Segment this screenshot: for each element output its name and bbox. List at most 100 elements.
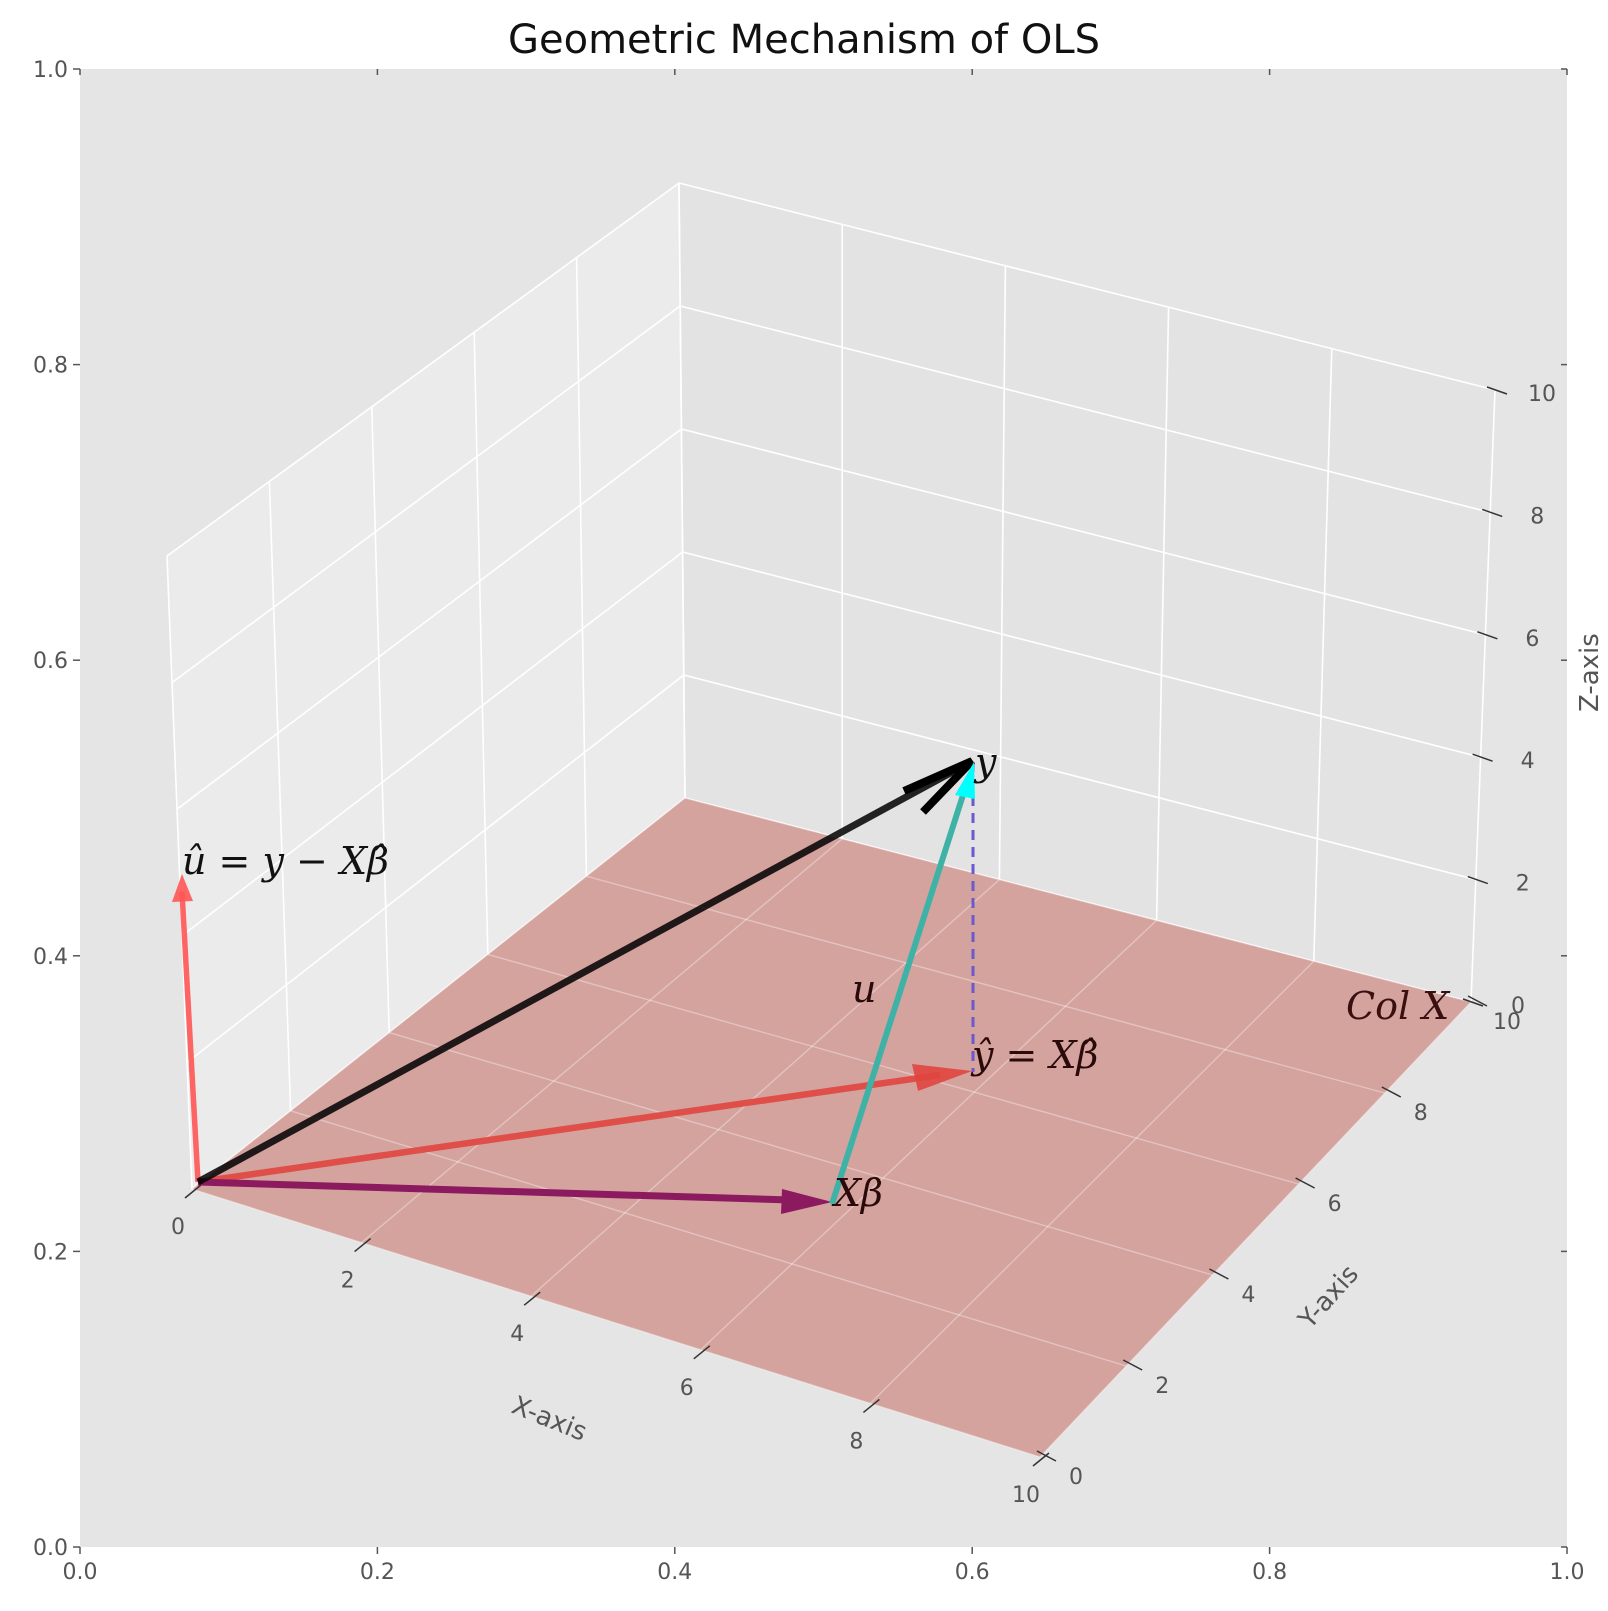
y3d-tick-mark [1295,1177,1315,1189]
y3d-tick-mark [1381,1086,1402,1098]
label-x-beta: Xβ [831,1171,883,1215]
y-tick-label: 0.2 [33,1240,68,1265]
y-tick-label: 0.8 [33,354,68,379]
label-y-hat: ŷ = Xβ̂ [970,1033,1099,1077]
grid-line [1470,389,1496,1003]
plane-grid-line [487,953,1299,1185]
u-vector [829,762,975,1205]
grid-line [575,257,588,877]
x-tick-label: 0.4 [657,1560,692,1585]
grid-line [166,182,680,557]
grid-line [268,481,292,1111]
label-col-x: Col X [1346,984,1451,1028]
plane-grid-line [586,875,1385,1094]
y-vector [196,757,975,1186]
y3d-tick-mark [1209,1268,1229,1280]
z-axis-label: Z-axis [1575,633,1605,712]
x3d-tick-mark [523,1291,541,1306]
grid-line [166,555,193,1190]
z3d-tick-label: 8 [1530,504,1544,529]
y3d-tick-label: 2 [1155,1374,1169,1399]
z3d-tick-mark [1486,386,1508,395]
grid-line [171,305,681,684]
z3d-tick-mark [1462,998,1484,1007]
grid-line [371,406,390,1033]
grid-line [1155,307,1170,921]
plane-grid-line [290,1110,1127,1367]
back-pane [679,183,1495,1002]
plane-grid-line [684,797,1472,1003]
z3d-tick-mark [1477,631,1498,640]
z3d-tick-mark [1472,753,1493,762]
x3d-tick-mark [184,1184,202,1199]
z3d-tick-label: 10 [1528,382,1556,407]
y3d-tick-label: 10 [1493,1010,1521,1035]
z3d-tick-mark [1481,508,1503,518]
y-hat-vector [197,1064,972,1186]
x3d-tick-label: 2 [341,1269,355,1294]
x-tick-label: 0.8 [1252,1560,1287,1585]
plane-grid-line [530,879,1000,1297]
grid-3d [166,182,1496,1190]
grid-line [1313,348,1333,962]
x3d-tick-label: 4 [510,1322,524,1347]
grid-line [683,674,1477,881]
x-tick-label: 0.0 [63,1560,98,1585]
z3d-tick-label: 4 [1521,749,1535,774]
grid-line [186,674,685,1064]
y-tick-label: 0.6 [33,649,68,674]
plane-grid-line [361,838,843,1244]
plane-grid-line [1039,1001,1472,1458]
x3d-tick-mark [862,1398,880,1413]
y-tick-label: 0.4 [33,945,68,970]
x3d-tick-label: 6 [680,1376,694,1401]
x3d-tick-mark [354,1238,372,1253]
u-hat-vector [172,874,201,1183]
y-tick-label: 0.0 [33,1536,68,1561]
grid-line [682,551,1481,758]
grid-line [473,332,489,955]
plane-grid-line [191,1188,1041,1458]
x-tick-label: 0.2 [360,1560,395,1585]
column-space-plane [192,798,1471,1457]
z3d-tick-label: 0 [1511,994,1525,1019]
grid-line [181,551,684,937]
x-tick-label: 1.0 [1550,1560,1585,1585]
grid-line [681,428,1486,636]
label-u-hat: û = y − Xβ̂ [182,839,389,883]
x-tick-label: 0.6 [955,1560,990,1585]
grid-line [678,182,1496,391]
background-ticks: 0.0 0.2 0.4 0.6 0.8 1.0 0.0 0.2 0.4 0.6 0.8 1.0 [33,58,1585,1585]
x-beta-vector [197,1178,832,1214]
plane-grid-line [389,1031,1213,1276]
chart-title: Geometric Mechanism of OLS [508,17,1100,63]
y3d-tick-label: 0 [1069,1465,1083,1490]
label-u: u [852,967,876,1011]
y3d-tick-mark [1036,1450,1057,1462]
x3d-tick-mark [693,1345,711,1360]
z3d-tick-mark [1467,875,1489,885]
grid-line [998,265,1007,880]
x3d-tick-label: 10 [1012,1483,1040,1508]
y3d-tick-label: 6 [1328,1192,1342,1217]
z3d-tick-label: 6 [1525,627,1539,652]
grid-line [680,305,1491,514]
plane-grid-line [700,919,1158,1351]
y3d-tick-label: 8 [1414,1101,1428,1126]
plane-grid-line [191,797,686,1190]
plane-grid [191,797,1472,1458]
x3d-tick-label: 0 [171,1215,185,1240]
x3d-tick-label: 8 [849,1429,863,1454]
y3d-tick-label: 4 [1241,1283,1255,1308]
plane-grid-line [869,960,1315,1404]
label-y: y [973,740,997,784]
y-tick-label: 1.0 [33,58,68,83]
y3d-tick-mark [1122,1359,1143,1371]
grid-line [678,182,686,799]
z3d-tick-label: 2 [1516,872,1530,897]
y3d-tick-mark [1467,995,1488,1007]
left-pane [167,183,685,1189]
grid-line [176,428,682,810]
